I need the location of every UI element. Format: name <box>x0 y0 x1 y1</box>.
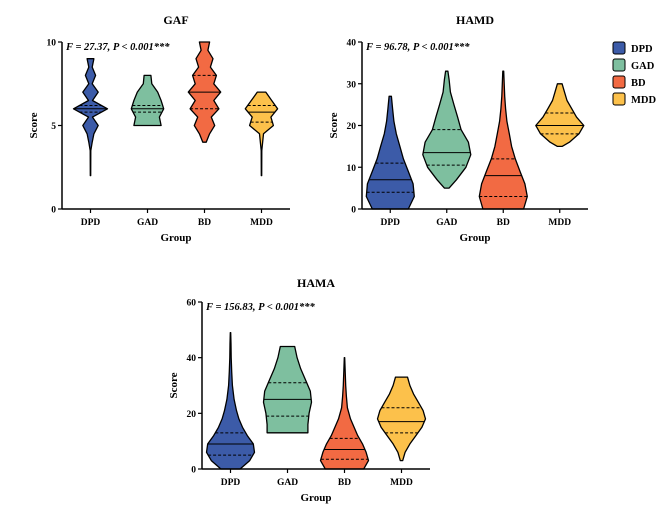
legend-swatch-dpd <box>612 41 626 55</box>
chart-hama: HAMA F = 156.83, P < 0.001*** DPD GAD BD MDD 0… <box>168 276 430 504</box>
legend-label-gad: GAD <box>631 61 655 72</box>
chart-title: GAF <box>163 13 188 27</box>
y-axis-label: Score <box>168 372 180 398</box>
x-tick-label: MDD <box>390 478 413 488</box>
x-axis-label: Group <box>460 232 491 244</box>
x-tick-label: GAD <box>137 218 158 228</box>
stat-annotation: F = 96.78, P < 0.001*** <box>365 42 470 53</box>
legend-label-mdd: MDD <box>631 95 656 106</box>
violin-bd <box>319 357 370 470</box>
y-tick-label: 40 <box>187 354 197 364</box>
legend-label-bd: BD <box>631 78 646 89</box>
violin-bd <box>478 70 528 210</box>
x-tick-label: GAD <box>436 218 457 228</box>
y-tick-label: 10 <box>47 39 57 49</box>
legend-swatch-mdd <box>612 92 626 106</box>
stat-annotation: F = 27.37, P < 0.001*** <box>65 42 170 53</box>
x-tick-label: DPD <box>380 218 400 228</box>
chart-hamd: HAMD F = 96.78, P < 0.001*** DPD GAD BD MDD 0 1… <box>328 13 588 244</box>
violin-mdd <box>535 83 585 148</box>
chart-gaf: GAF F = 27.37, P < 0.001*** DPD GAD BD MDD 0 5 1… <box>28 13 290 244</box>
y-axis-label: Score <box>28 112 40 138</box>
y-tick-label: 30 <box>347 80 357 90</box>
y-tick-label: 60 <box>187 299 197 309</box>
y-tick-label: 0 <box>351 206 356 216</box>
legend-swatch-gad <box>612 58 626 72</box>
x-tick-label: MDD <box>250 218 273 228</box>
legend-label-dpd: DPD <box>631 44 653 55</box>
legend-swatch-bd <box>612 75 626 89</box>
stat-annotation: F = 156.83, P < 0.001*** <box>205 302 316 313</box>
y-tick-label: 5 <box>51 122 56 132</box>
y-tick-label: 40 <box>347 39 357 49</box>
x-tick-label: BD <box>338 478 351 488</box>
violin-gad <box>262 345 313 434</box>
y-tick-label: 20 <box>347 122 357 132</box>
chart-title: HAMA <box>297 276 335 290</box>
violin-dpd <box>72 58 109 177</box>
x-tick-label: DPD <box>81 218 101 228</box>
violin-gad <box>422 70 472 189</box>
violin-mdd <box>244 91 279 177</box>
y-tick-label: 20 <box>187 410 197 420</box>
x-tick-label: BD <box>497 218 510 228</box>
chart-title: HAMD <box>456 13 494 27</box>
violin-dpd <box>365 95 415 210</box>
x-tick-label: BD <box>198 218 211 228</box>
x-axis-label: Group <box>301 492 332 504</box>
y-axis-label: Score <box>328 112 340 138</box>
violin-dpd <box>205 331 256 470</box>
x-tick-label: DPD <box>221 478 241 488</box>
violin-mdd <box>376 376 427 462</box>
x-axis-label: Group <box>161 232 192 244</box>
y-tick-label: 10 <box>347 164 357 174</box>
y-tick-label: 0 <box>191 466 196 476</box>
x-tick-label: GAD <box>277 478 298 488</box>
x-tick-label: MDD <box>548 218 571 228</box>
legend: DPD GAD BD MDD <box>612 41 656 106</box>
violin-gad <box>130 74 165 127</box>
y-tick-label: 0 <box>51 206 56 216</box>
